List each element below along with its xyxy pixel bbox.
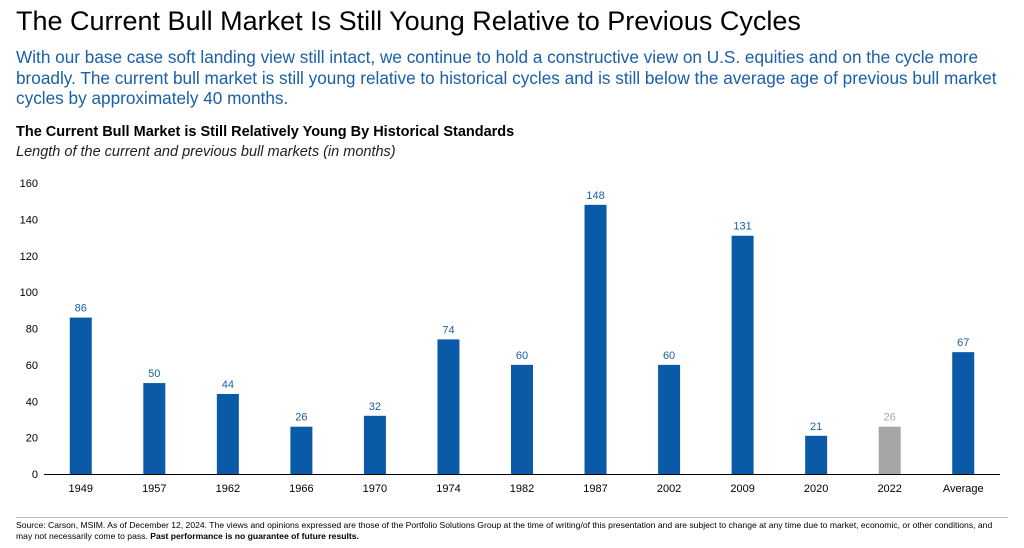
bar-average: [952, 352, 975, 474]
bar-1982: [511, 364, 533, 474]
x-tick-label: 2009: [730, 483, 754, 495]
y-tick-label: 80: [26, 324, 38, 336]
bar-2022: [878, 426, 901, 474]
bar-1949: [69, 317, 92, 474]
footnote-disclaimer: Past performance is no guarantee of futu…: [150, 531, 359, 541]
bar-2002: [658, 364, 681, 474]
bar-1966: [290, 426, 313, 474]
page-title: The Current Bull Market Is Still Young R…: [16, 6, 801, 36]
data-label-average: 67: [957, 337, 969, 349]
x-tick-label: 2002: [657, 483, 681, 495]
bars: [69, 204, 975, 474]
x-axis: 1949 1957 1962 1966 1970 1974 1982 1987 2002 2009…: [44, 474, 1000, 495]
data-label-1982: 60: [516, 350, 528, 362]
data-label-2002: 60: [663, 350, 675, 362]
bar-1957: [143, 383, 166, 474]
y-tick-label: 20: [26, 433, 38, 445]
y-tick-label: 140: [20, 214, 38, 226]
data-label-1974: 74: [442, 324, 454, 336]
bar-2020: [805, 435, 828, 474]
chart-subtitle: Length of the current and previous bull …: [16, 144, 396, 160]
x-tick-label: 1982: [510, 483, 534, 495]
y-tick-label: 60: [26, 360, 38, 372]
data-label-1970: 32: [369, 401, 381, 413]
y-tick-label: 0: [32, 469, 38, 481]
x-tick-label: 1949: [69, 483, 93, 495]
data-labels: 86 50 44 26 32 74 60 148 60 131 21 26 67: [75, 190, 970, 433]
x-tick-label: 1974: [436, 483, 460, 495]
data-label-1957: 50: [148, 368, 160, 380]
bar-1970: [363, 415, 386, 474]
footnote-text: Source: Carson, MSIM. As of December 12,…: [16, 520, 993, 541]
y-tick-label: 160: [20, 178, 38, 190]
footnote: Source: Carson, MSIM. As of December 12,…: [16, 520, 1006, 542]
x-tick-label: 1962: [216, 483, 240, 495]
page-subtitle: With our base case soft landing view sti…: [16, 47, 997, 108]
bar-1974: [437, 339, 460, 474]
footnote-divider: [16, 517, 1008, 518]
x-tick-label: 2020: [804, 483, 828, 495]
data-label-1987: 148: [586, 190, 604, 202]
x-tick-label: 1987: [583, 483, 607, 495]
chart-title: The Current Bull Market is Still Relativ…: [16, 124, 515, 140]
data-label-2009: 131: [733, 221, 751, 233]
data-label-2022: 26: [884, 412, 896, 424]
data-label-1949: 86: [75, 303, 87, 315]
data-label-1962: 44: [222, 379, 234, 391]
x-tick-label: 1970: [363, 483, 387, 495]
y-tick-label: 40: [26, 396, 38, 408]
x-tick-label: 1957: [142, 483, 166, 495]
bar-1962: [216, 393, 239, 474]
y-axis: 0 20 40 60 80 100 120 140 160: [20, 178, 38, 481]
x-tick-label: 2022: [877, 483, 901, 495]
bar-1987: [584, 204, 607, 474]
x-tick-label: Average: [943, 483, 984, 495]
bar-chart: 0 20 40 60 80 100 120 140 160 86 50 44 26 32 74 60 148 6…: [20, 178, 1000, 495]
y-tick-label: 120: [20, 251, 38, 263]
data-label-1966: 26: [295, 412, 307, 424]
data-label-2020: 21: [810, 421, 822, 433]
x-tick-label: 1966: [289, 483, 313, 495]
y-tick-label: 100: [20, 287, 38, 299]
bar-2009: [731, 235, 754, 474]
